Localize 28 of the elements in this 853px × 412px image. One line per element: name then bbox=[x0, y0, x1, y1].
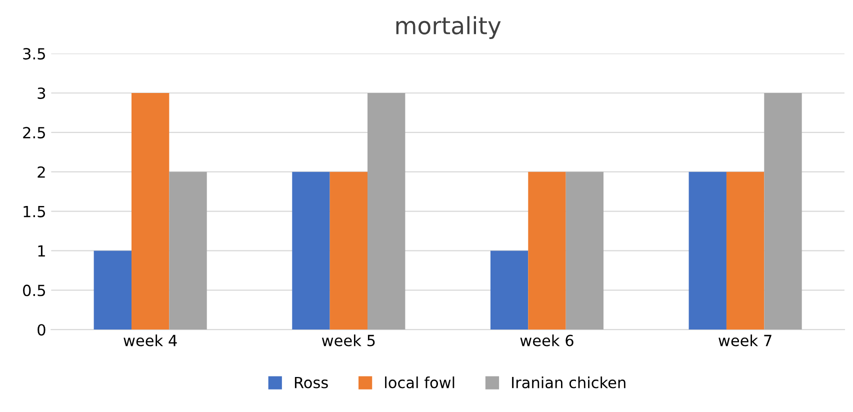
y-tick-label: 1 bbox=[38, 245, 45, 257]
bar bbox=[368, 92, 406, 330]
x-tick-label: week 6 bbox=[520, 334, 574, 346]
legend-label: local fowl bbox=[385, 376, 454, 388]
bar bbox=[764, 92, 802, 330]
y-tick-label: 3 bbox=[38, 87, 46, 100]
bar bbox=[169, 172, 207, 330]
bar bbox=[330, 172, 368, 330]
y-tick-label: 2.5 bbox=[23, 126, 45, 138]
bar bbox=[490, 250, 528, 330]
x-tick-label: week 7 bbox=[718, 334, 772, 346]
y-tick-label: 2 bbox=[38, 166, 45, 178]
bar bbox=[688, 172, 726, 330]
legend-label: Iranian chicken bbox=[512, 376, 626, 388]
y-tick-label: 1.5 bbox=[24, 206, 45, 218]
bar bbox=[528, 172, 566, 330]
bar bbox=[726, 172, 764, 330]
x-tick-label: week 4 bbox=[124, 334, 177, 346]
x-tick-label: week 5 bbox=[322, 334, 375, 346]
legend-label: Ross bbox=[294, 376, 328, 388]
bar bbox=[94, 250, 132, 330]
y-tick-label: 0 bbox=[38, 324, 46, 336]
bar bbox=[132, 92, 170, 330]
chart-title: mortality bbox=[396, 16, 501, 40]
bar bbox=[566, 172, 604, 330]
y-tick-label: 3.5 bbox=[23, 48, 45, 60]
bar bbox=[292, 172, 330, 330]
y-tick-label: 0.5 bbox=[23, 284, 45, 296]
